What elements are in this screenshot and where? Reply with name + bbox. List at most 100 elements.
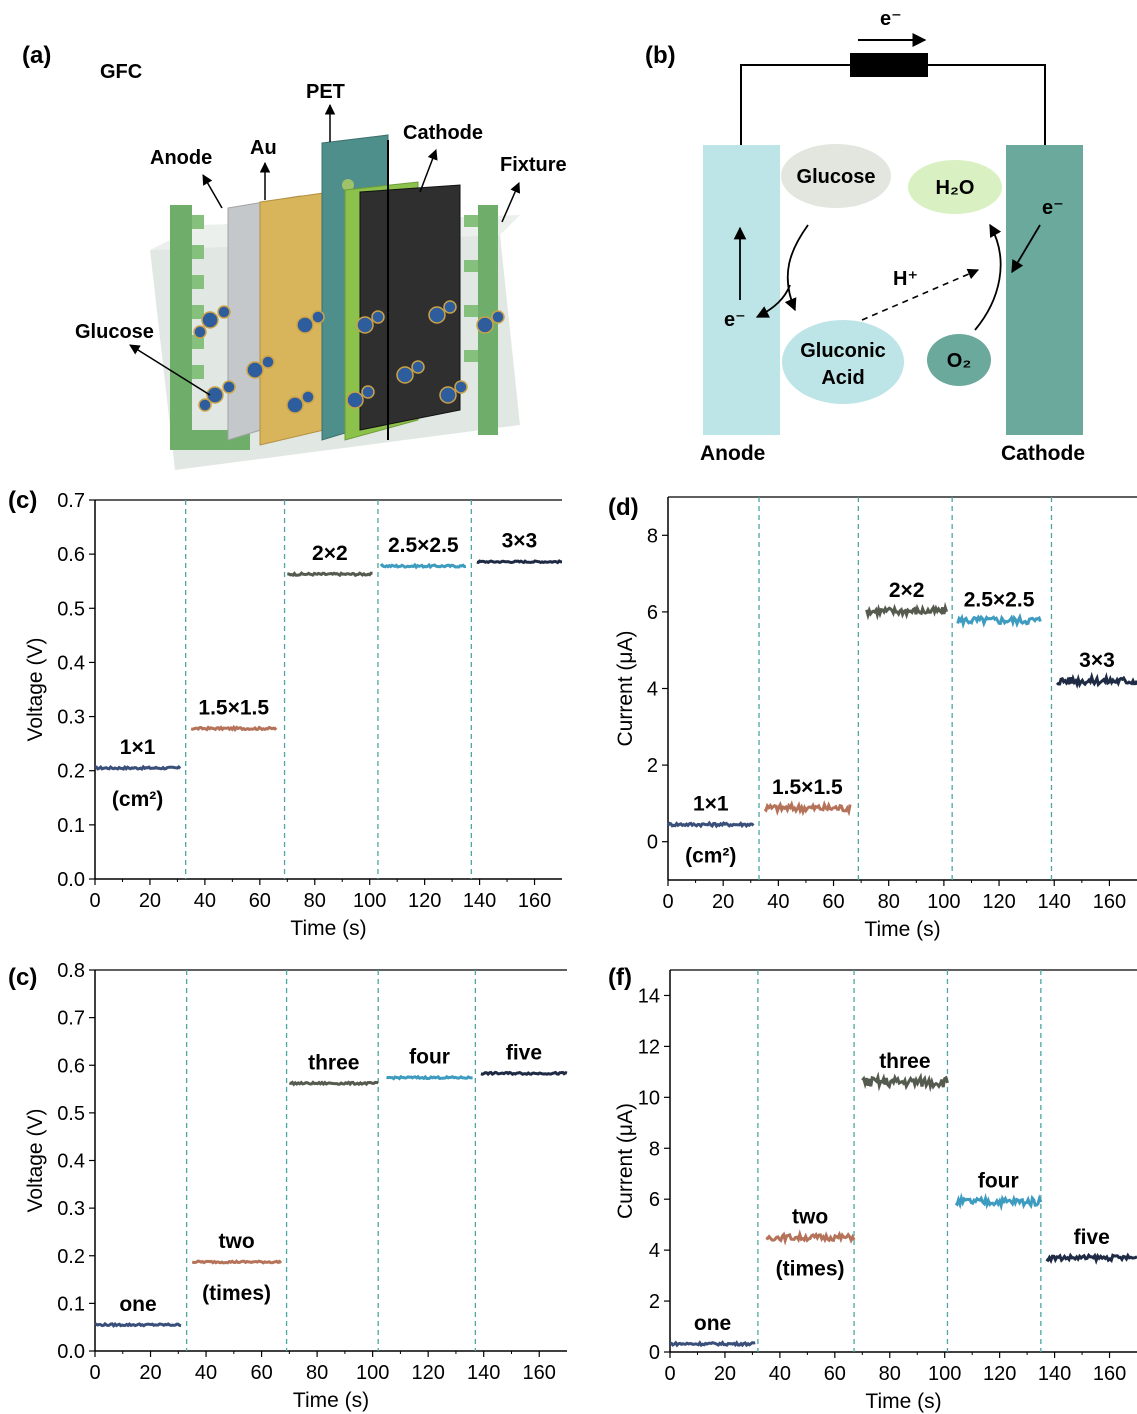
- anode-electrode-label: Anode: [700, 442, 765, 465]
- x-tick-label: 40: [769, 1363, 791, 1385]
- series-label-3: 2×2: [889, 579, 925, 602]
- chart-3: (c) 0 20 40 60 80 100 120 140 160 0.0 0.1 0.2 0.3 0.4 0…: [8, 960, 568, 1412]
- anode-label: Anode: [150, 147, 212, 169]
- x-tick-label: 100: [928, 1363, 961, 1385]
- chart-4: (f) 0 20 40 60 80 100 120 140 160 0 2 4 6 8 10 12 14 Time …: [608, 964, 1137, 1413]
- electron-top-label: e⁻: [880, 8, 902, 30]
- electron-right-label: e⁻: [1042, 197, 1064, 219]
- x-tick-label: 40: [194, 890, 216, 912]
- series-line-4: [956, 612, 1042, 630]
- panel-label: (c): [8, 487, 37, 514]
- series-sublabel-1: (cm²): [112, 788, 163, 811]
- series-line-3: [287, 571, 373, 578]
- chart-1: (c) 0 20 40 60 80 100 120 140 160 0.0 0.1 0.2 0.3 0.4 0…: [8, 487, 563, 940]
- gluconic-label-line1: Gluconic: [800, 340, 886, 362]
- x-tick-label: 140: [463, 890, 496, 912]
- series-label-4: four: [409, 1046, 450, 1069]
- electron-release-arrow: [755, 284, 791, 318]
- proton-label: H⁺: [893, 268, 918, 290]
- x-tick-label: 140: [1038, 891, 1071, 913]
- y-tick-label: 0.4: [57, 652, 85, 674]
- y-tick-label: 8: [647, 525, 658, 547]
- cathode-electron-arrow: [1011, 224, 1041, 274]
- x-axis-title: Time (s): [290, 917, 366, 940]
- y-tick-label: 0.3: [57, 707, 85, 729]
- cathode-plate: [359, 184, 461, 431]
- panel-a-label: (a): [22, 42, 52, 69]
- series-label-1: one: [119, 1293, 156, 1316]
- y-axis-title: Voltage (V): [24, 638, 47, 742]
- series-label-2: two: [792, 1205, 828, 1228]
- x-tick-label: 0: [89, 890, 100, 912]
- panel-label: (f): [608, 964, 632, 991]
- y-tick-label: 0.2: [57, 761, 85, 783]
- y-tick-label: 0.2: [57, 1246, 85, 1268]
- series-label-4: 2.5×2.5: [964, 588, 1035, 611]
- series-line-5: [1045, 1252, 1137, 1265]
- series-line-2: [191, 1259, 283, 1265]
- x-tick-label: 60: [250, 1362, 272, 1384]
- gluconic-label-line2: Acid: [821, 367, 864, 389]
- series-label-2: 1.5×1.5: [198, 696, 269, 719]
- gfc-title: GFC: [100, 61, 142, 83]
- series-line-1: [94, 764, 182, 771]
- x-tick-label: 80: [306, 1362, 328, 1384]
- y-tick-label: 0.3: [57, 1198, 85, 1220]
- series-label-5: five: [1074, 1226, 1110, 1249]
- x-tick-label: 160: [1093, 891, 1126, 913]
- panel-label: (d): [608, 494, 639, 521]
- cathode-electrode: [1006, 145, 1083, 435]
- series-label-2: two: [219, 1230, 255, 1253]
- x-axis-title: Time (s): [865, 1390, 941, 1413]
- x-tick-label: 100: [353, 890, 386, 912]
- x-tick-label: 40: [195, 1362, 217, 1384]
- series-line-5: [480, 1070, 568, 1077]
- y-axis-title: Current (μA): [614, 631, 637, 747]
- series-label-3: three: [308, 1051, 359, 1074]
- y-tick-label: 2: [647, 755, 658, 777]
- glucose-oval: [781, 144, 891, 208]
- y-tick-label: 0: [649, 1342, 660, 1364]
- x-tick-label: 0: [664, 1363, 675, 1385]
- y-tick-label: 0.7: [57, 490, 85, 512]
- x-tick-label: 40: [767, 891, 789, 913]
- y-tick-label: 0.6: [57, 544, 85, 566]
- y-tick-label: 0.0: [57, 869, 85, 891]
- x-tick-label: 80: [878, 891, 900, 913]
- panel-label: (c): [8, 964, 37, 991]
- series-label-5: 3×3: [1079, 649, 1115, 672]
- x-tick-label: 140: [1038, 1363, 1071, 1385]
- y-tick-label: 0.5: [57, 1103, 85, 1125]
- x-tick-label: 20: [139, 890, 161, 912]
- glucose-label: Glucose: [75, 321, 154, 343]
- oxygen-oval: [927, 334, 991, 386]
- series-label-3: three: [879, 1050, 930, 1073]
- series-line-1: [666, 820, 755, 829]
- x-tick-label: 160: [1093, 1363, 1126, 1385]
- y-axis-title: Voltage (V): [24, 1109, 47, 1213]
- y-tick-label: 0.0: [57, 1341, 85, 1363]
- glucose-molecules: [193, 300, 505, 414]
- x-tick-label: 120: [983, 1363, 1016, 1385]
- y-tick-label: 12: [638, 1036, 660, 1058]
- series-line-4: [954, 1192, 1043, 1212]
- y-tick-label: 0.4: [57, 1151, 85, 1173]
- x-tick-label: 20: [712, 891, 734, 913]
- x-axis-title: Time (s): [864, 918, 940, 941]
- y-tick-label: 4: [647, 679, 658, 701]
- y-tick-label: 2: [649, 1291, 660, 1313]
- y-axis-title: Current (μA): [614, 1103, 637, 1219]
- pet-tab: [342, 179, 354, 191]
- pet-label: PET: [306, 81, 345, 103]
- series-line-4: [386, 1074, 473, 1081]
- y-tick-label: 14: [638, 985, 660, 1007]
- y-tick-label: 6: [649, 1189, 660, 1211]
- fixture-label: Fixture: [500, 154, 567, 176]
- series-label-1: 1×1: [693, 792, 729, 815]
- x-tick-label: 60: [822, 891, 844, 913]
- water-oval: [908, 160, 1002, 214]
- x-tick-label: 0: [662, 891, 673, 913]
